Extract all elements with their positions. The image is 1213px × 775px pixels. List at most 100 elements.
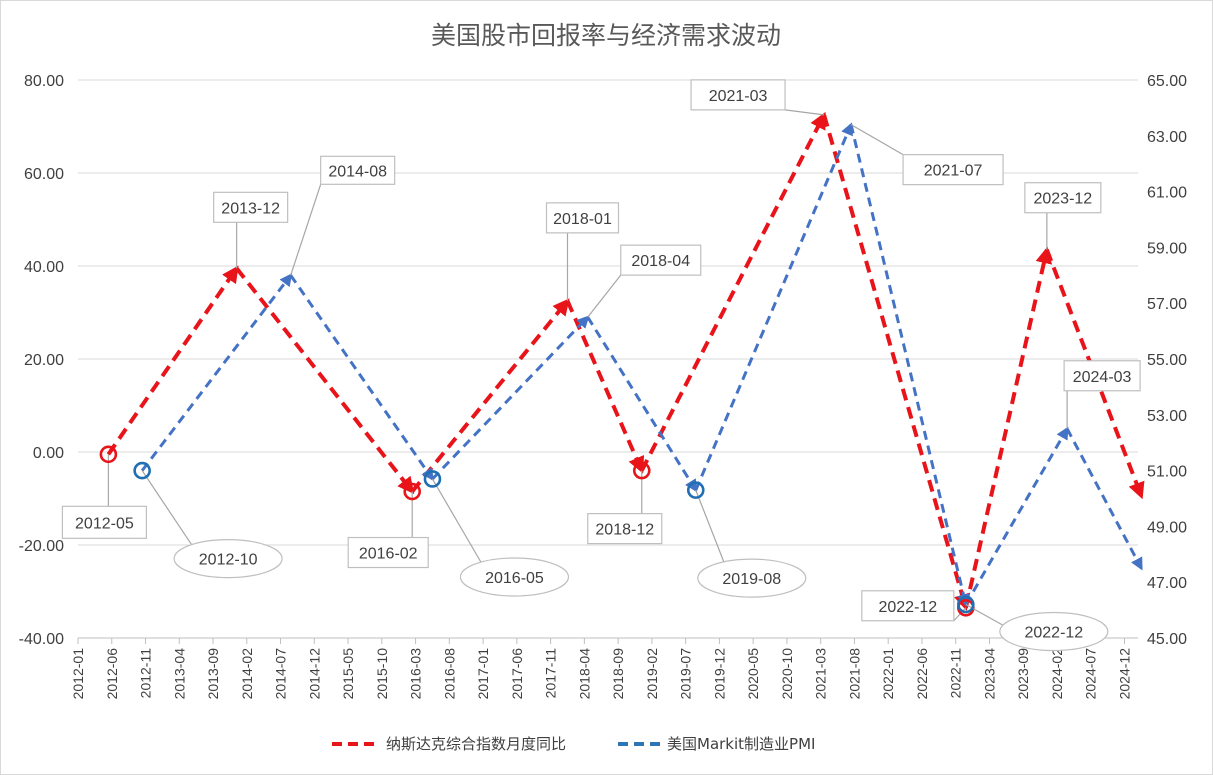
pmi-line-segment — [289, 274, 434, 482]
x-tick-label: 2022-11 — [948, 648, 964, 699]
y-right-tick-label: 63.00 — [1147, 129, 1187, 146]
annotation-box — [861, 590, 955, 622]
x-tick-label: 2020-10 — [779, 648, 795, 700]
annotation-pmi-2014-08: 2014-08 — [290, 155, 396, 276]
annotation-box — [1063, 360, 1141, 392]
axes: 80.00 60.00 40.00 20.00 0.00 -20.00 -40.00 65.0… — [19, 73, 1188, 699]
y-right-tick-label: 65.00 — [1147, 73, 1187, 90]
annotation-leader — [784, 109, 825, 116]
pmi-line-segment — [849, 124, 970, 607]
annotation-pmi-2018-04: 2018-04 — [587, 244, 702, 318]
annotation-nasdaq-2016-02: 2016-02 — [347, 482, 429, 569]
nasdaq-point-marker — [99, 445, 118, 464]
annotation-label: 2019-08 — [722, 571, 781, 588]
y-left-tick-label: 80.00 — [24, 73, 64, 90]
annotation-pmi-2012-10: 2012-10 — [133, 461, 283, 579]
y-right-tick-label: 61.00 — [1147, 185, 1187, 202]
annotation-label: 2022-12 — [1024, 625, 1083, 642]
pmi-line-segment — [431, 315, 590, 481]
annotation-label: 2021-03 — [709, 88, 768, 105]
annotation-nasdaq-2023-12: 2023-12 — [1024, 182, 1102, 250]
y-left-tick-label: 60.00 — [24, 166, 64, 183]
annotation-ellipse — [173, 538, 283, 579]
annotation-label: 2012-10 — [199, 552, 258, 569]
annotation-pmi-2016-05: 2016-05 — [423, 470, 570, 597]
annotation-nasdaq-2012-05: 2012-05 — [61, 445, 147, 539]
nasdaq-line-segment — [410, 298, 570, 493]
x-tick-label: 2013-09 — [205, 648, 221, 700]
x-tick-label: 2019-12 — [711, 648, 727, 700]
legend-label-nasdaq: 纳斯达克综合指数月度同比 — [386, 735, 566, 753]
nasdaq-line-segment — [565, 300, 645, 474]
x-tick-label: 2023-04 — [981, 648, 997, 700]
annotation-leader — [141, 470, 193, 547]
annotation-label: 2024-03 — [1073, 369, 1132, 386]
y-right-tick-label: 51.00 — [1147, 464, 1187, 481]
series-lines — [106, 111, 1145, 612]
x-tick-label: 2014-02 — [239, 648, 255, 700]
nasdaq-line-segment — [235, 267, 415, 495]
x-tick-label: 2023-09 — [1015, 648, 1031, 700]
annotation-label: 2018-01 — [553, 211, 612, 228]
y-left-tick-label: 40.00 — [24, 259, 64, 276]
x-tick-label: 2019-07 — [678, 648, 694, 700]
x-tick-label: 2017-11 — [543, 648, 559, 699]
x-tick-label: 2017-01 — [475, 648, 491, 700]
pmi-line-segment — [1065, 428, 1143, 571]
x-tick-label: 2024-02 — [1049, 648, 1065, 700]
chart-title: 美国股市回报率与经济需求波动 — [431, 21, 781, 50]
pmi-line-segment — [140, 273, 293, 472]
x-tick-label: 2021-03 — [813, 648, 829, 700]
x-tick-label: 2012-01 — [70, 648, 86, 700]
y-right-tick-label: 49.00 — [1147, 519, 1187, 536]
annotation-box — [347, 536, 429, 569]
annotation-ellipse — [459, 557, 570, 597]
y-left-tick-label: 0.00 — [33, 445, 64, 462]
annotation-label: 2016-05 — [485, 570, 544, 587]
annotation-leader — [431, 478, 483, 564]
y-left-tick-label: -40.00 — [19, 631, 64, 648]
x-tick-label: 2020-05 — [745, 648, 761, 700]
annotation-pmi-2022-12: 2022-12 — [957, 595, 1109, 652]
pmi-point-marker — [957, 595, 975, 614]
annotation-box — [1024, 182, 1102, 214]
nasdaq-line-segment — [1044, 249, 1145, 500]
annotation-label: 2021-07 — [924, 163, 983, 180]
annotation-box — [545, 202, 620, 234]
annotation-box — [61, 505, 147, 539]
x-tick-label: 2018-04 — [576, 648, 592, 700]
pmi-line-segment — [964, 426, 1069, 606]
x-tick-label: 2017-06 — [509, 648, 525, 700]
x-tick-label: 2014-12 — [306, 648, 322, 700]
annotation-ellipse — [999, 611, 1109, 652]
annotations: 2012-05 2013-12 2016-02 2018-01 2018-12 2021-… — [61, 79, 1141, 652]
nasdaq-line-segment — [822, 114, 971, 612]
x-tick-label: 2015-05 — [340, 648, 356, 700]
pmi-line-segment — [586, 316, 698, 493]
annotation-pmi-2021-07: 2021-07 — [850, 124, 1004, 186]
x-tick-label: 2016-03 — [408, 648, 424, 700]
annotation-label: 2013-12 — [221, 200, 280, 217]
pmi-line-segment — [694, 122, 853, 491]
annotation-box — [587, 512, 663, 545]
annotation-pmi-2024-03: 2024-03 — [1063, 360, 1141, 429]
annotation-label: 2023-12 — [1033, 191, 1092, 208]
x-tick-label: 2024-12 — [1116, 648, 1132, 700]
x-tick-label: 2021-08 — [846, 648, 862, 700]
annotation-label: 2014-08 — [328, 163, 387, 180]
x-tick-label: 2018-09 — [610, 648, 626, 700]
annotation-box — [902, 154, 1004, 186]
annotation-nasdaq-2022-12: 2022-12 — [861, 590, 975, 622]
y-right-tick-label: 45.00 — [1147, 631, 1187, 648]
nasdaq-line-segment — [639, 111, 826, 472]
nasdaq-point-marker — [403, 482, 422, 501]
pmi-point-marker — [133, 461, 151, 480]
annotation-label: 2022-12 — [878, 599, 937, 616]
x-tick-label: 2024-07 — [1083, 648, 1099, 700]
y-right-tick-label: 55.00 — [1147, 352, 1187, 369]
y-right-tick-label: 47.00 — [1147, 575, 1187, 592]
legend-label-pmi: 美国Markit制造业PMI — [667, 735, 815, 753]
annotation-nasdaq-2013-12: 2013-12 — [213, 191, 289, 269]
